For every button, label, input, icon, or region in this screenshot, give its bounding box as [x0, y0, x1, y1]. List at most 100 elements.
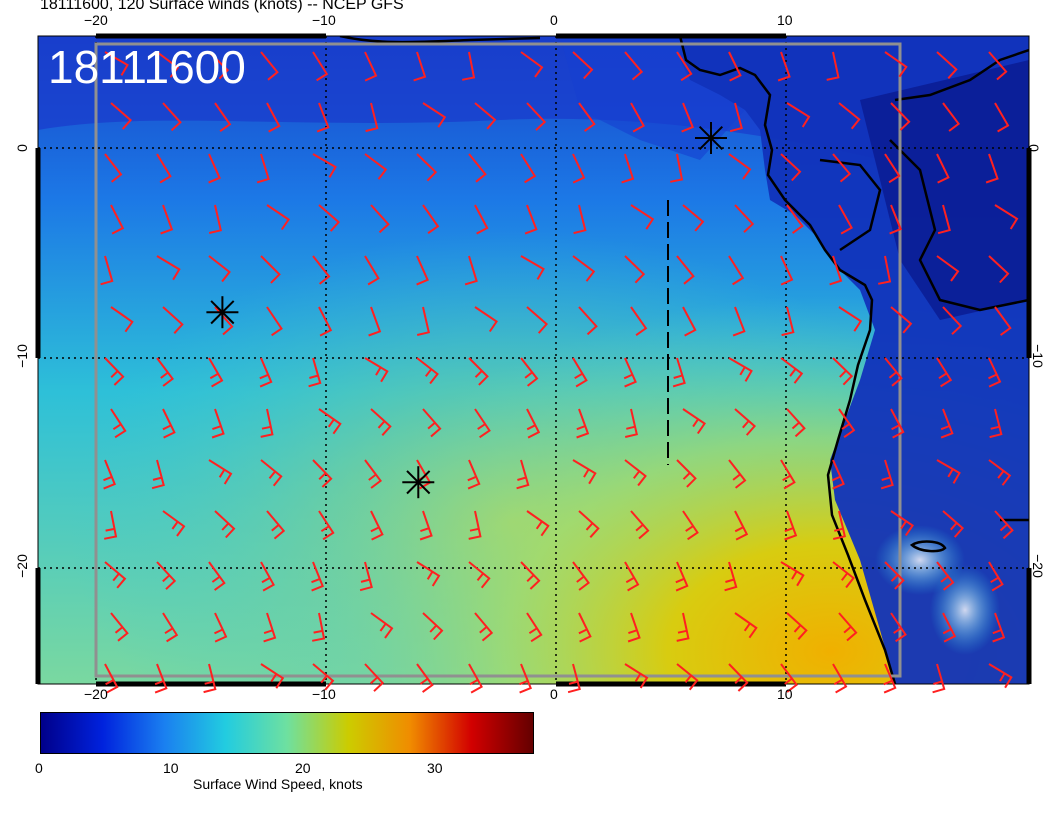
wind-barb — [364, 51, 378, 82]
wind-barb — [520, 153, 537, 184]
wind-barb — [682, 408, 706, 435]
wind-barb — [884, 51, 908, 78]
wind-barb — [578, 510, 600, 538]
wind-barb — [526, 306, 549, 334]
wind-barb — [308, 357, 322, 388]
x-tick-top-4: 10 — [777, 12, 793, 28]
wind-barb — [526, 408, 541, 439]
wind-barb — [110, 306, 134, 333]
wind-barb — [578, 612, 592, 643]
wind-barb — [878, 255, 892, 285]
wind-barb — [520, 255, 545, 280]
wind-barb — [567, 663, 581, 694]
wind-barb — [266, 510, 286, 540]
wind-barb — [416, 357, 439, 385]
colorbar-label: Surface Wind Speed, knots — [193, 776, 363, 792]
wind-barb — [940, 408, 954, 439]
wind-barb — [364, 153, 388, 180]
colorbar — [40, 712, 534, 754]
wind-barb — [318, 306, 333, 337]
wind-barb — [364, 459, 382, 489]
wind-barb — [675, 561, 689, 592]
wind-barb — [884, 357, 903, 387]
wind-barb — [110, 102, 133, 130]
wind-barb — [832, 561, 855, 589]
x-tick-bottom-2: −10 — [312, 686, 336, 702]
wind-barb — [890, 306, 913, 334]
wind-barb — [572, 561, 590, 591]
wind-barb — [936, 153, 950, 184]
wind-barb — [729, 102, 743, 133]
wind-barb — [994, 306, 1012, 336]
wind-barb — [416, 255, 429, 286]
wind-barb — [728, 663, 749, 692]
wind-barb — [786, 102, 811, 128]
wind-barb — [942, 306, 963, 335]
wind-barb — [422, 204, 440, 235]
wind-barb — [780, 561, 805, 587]
wind-barb — [208, 255, 231, 283]
wind-barb — [156, 51, 180, 78]
wind-barb — [942, 612, 957, 643]
wind-barb — [780, 255, 794, 286]
wind-barb — [104, 510, 118, 540]
wind-barbs — [100, 51, 1019, 694]
wind-barb — [422, 102, 447, 128]
wind-barb — [160, 204, 174, 235]
wind-barb — [104, 51, 129, 76]
wind-barb — [110, 612, 129, 642]
wind-barb — [104, 561, 127, 589]
wind-barb — [256, 153, 270, 184]
wind-barb — [573, 204, 587, 235]
wind-barb — [623, 357, 637, 388]
wind-barb — [364, 255, 380, 286]
map-frame — [37, 35, 1030, 685]
wind-barb — [988, 255, 1010, 284]
wind-barb — [474, 612, 494, 642]
wind-barb — [572, 51, 594, 80]
wind-barb — [266, 204, 290, 231]
wind-barb — [884, 153, 901, 184]
wind-barb — [474, 408, 491, 439]
y-tick-right-2: −10 — [1029, 344, 1046, 368]
wind-barb — [468, 561, 491, 589]
wind-barb — [311, 561, 325, 592]
wind-barb — [266, 102, 281, 133]
wind-barb — [516, 459, 530, 490]
wind-barb — [890, 102, 911, 131]
wind-barb — [627, 612, 641, 643]
wind-barb — [728, 255, 745, 286]
wind-barb — [422, 408, 442, 438]
wind-barb — [263, 612, 277, 643]
coastlines — [339, 36, 1029, 684]
wind-barb — [104, 663, 119, 694]
wind-barb — [318, 510, 335, 541]
wind-barb — [831, 459, 845, 490]
wind-barb — [838, 408, 856, 439]
y-tick-left-1: 0 — [13, 144, 30, 152]
wind-barb — [777, 51, 791, 82]
wind-barb — [416, 153, 438, 182]
wind-barb — [462, 51, 476, 81]
wind-barb — [890, 408, 905, 439]
wind-barb — [156, 357, 174, 387]
wind-barb — [312, 153, 337, 178]
wind-barb — [889, 204, 903, 235]
colorbar-tick-30: 30 — [427, 760, 443, 776]
wind-barb — [260, 663, 285, 689]
wind-barb — [364, 663, 385, 692]
wind-barb — [519, 663, 533, 694]
wind-barb — [572, 459, 597, 485]
wind-barb — [214, 510, 236, 539]
wind-barb — [467, 459, 481, 490]
x-tick-bottom-1: −20 — [84, 686, 108, 702]
storm-markers — [206, 122, 727, 499]
wind-barb — [520, 357, 539, 387]
x-tick-top-2: −10 — [312, 12, 336, 28]
wind-barb — [214, 102, 232, 133]
wind-barb — [208, 51, 230, 80]
storm-marker — [695, 122, 727, 154]
x-tick-top-3: 0 — [550, 12, 558, 28]
wind-barb — [728, 153, 752, 180]
